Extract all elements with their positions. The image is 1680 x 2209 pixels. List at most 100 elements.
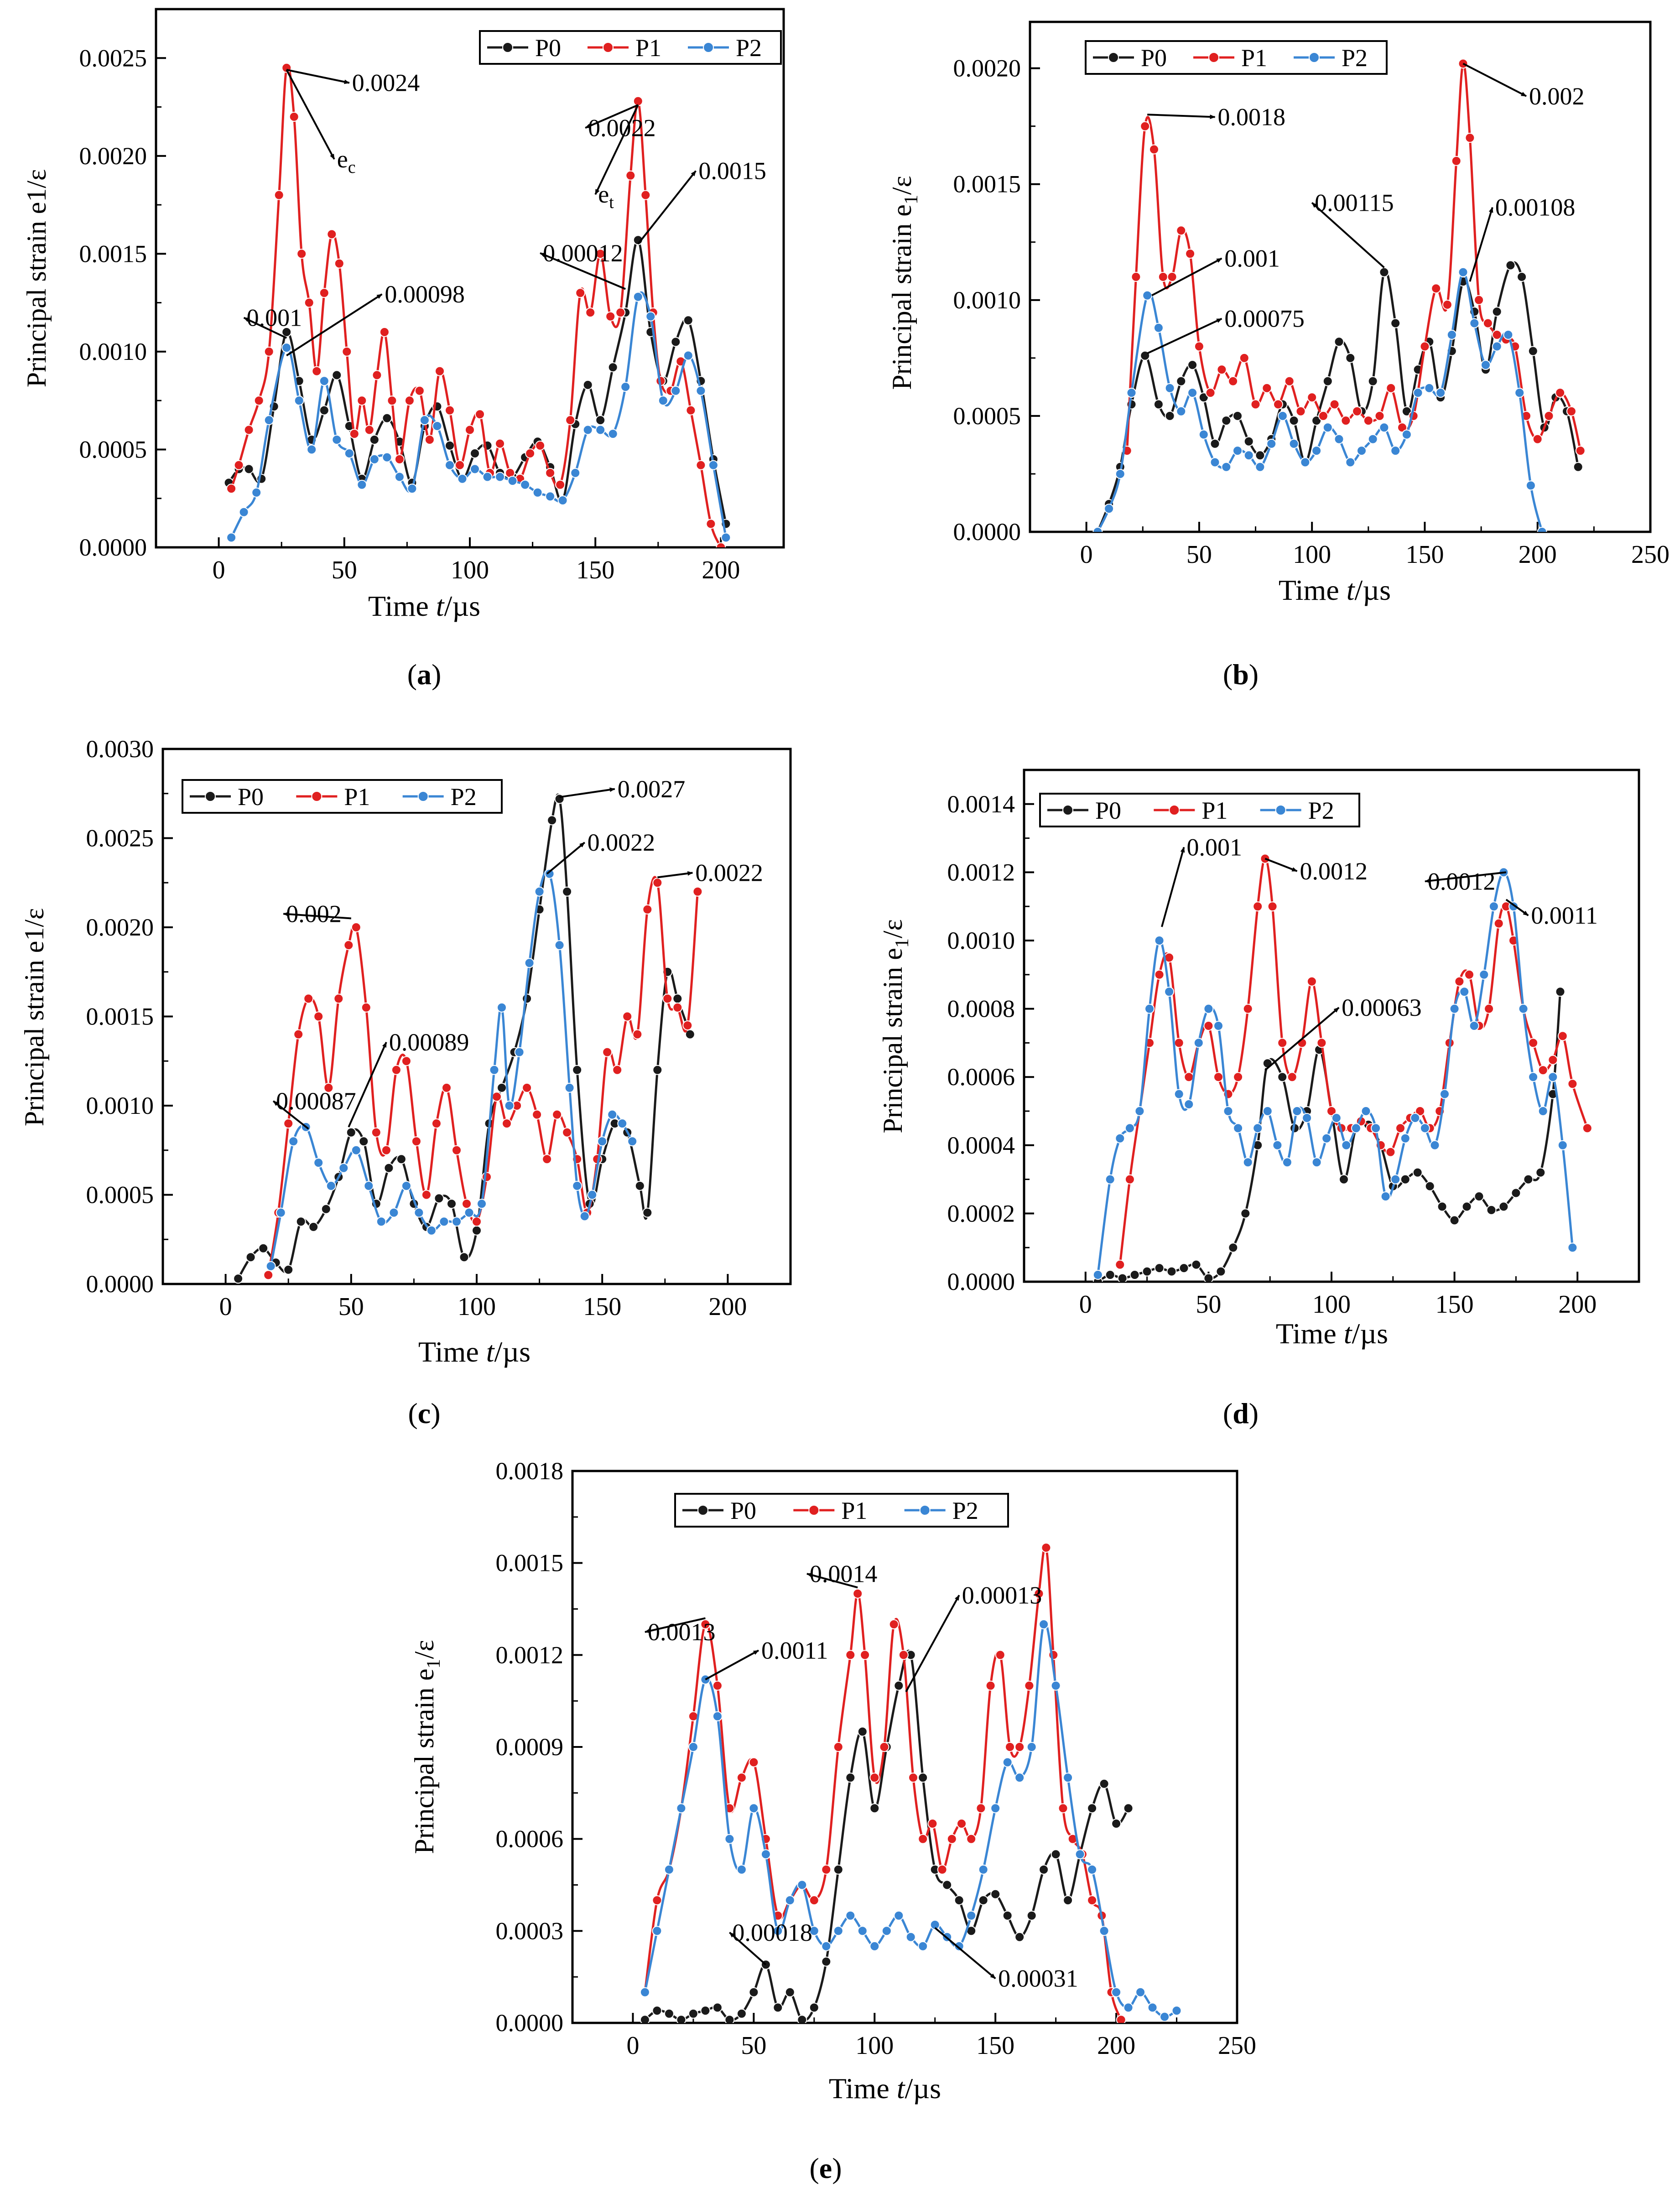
data-point [1153,399,1164,410]
data-point [326,1180,336,1191]
data-point [1179,1263,1189,1273]
annotation-label: ec [337,146,356,177]
data-point [1449,1215,1460,1226]
data-point [688,2008,698,2019]
data-point [1555,987,1566,997]
data-point [1379,267,1389,277]
legend: P0 P1 P2 [182,779,503,814]
data-point [797,1880,807,1890]
data-point [312,366,322,376]
data-point [1479,969,1489,980]
x-tick-label: 0 [626,2032,639,2060]
annotation-label: 0.00013 [962,1581,1042,1609]
data-point [1518,1003,1529,1014]
data-point [1262,383,1272,393]
data-point [640,190,651,200]
annotation-arrow [637,170,697,245]
data-point [1039,1619,1049,1630]
data-point [1469,1021,1479,1031]
annotation-label: et [598,181,614,212]
data-point [293,1029,304,1040]
data-point [1525,480,1536,491]
data-point [990,1803,1001,1814]
data-point [1380,1191,1391,1201]
data-point [1437,1201,1447,1212]
data-point [1205,388,1216,398]
data-point [1115,1259,1125,1270]
annotation-label: 0.00089 [389,1029,469,1056]
data-point [1386,383,1396,393]
data-point [1135,1987,1146,1997]
data-point [1548,1072,1558,1082]
data-point [1575,446,1586,456]
data-point [1492,330,1502,340]
data-point [985,1680,996,1691]
data-point [978,1864,988,1875]
data-point [289,112,299,122]
data-point [572,1180,583,1191]
data-point [736,1864,747,1875]
data-point [1374,411,1385,421]
data-point [1454,976,1465,987]
annotation-label: 0.0012 [1300,858,1368,885]
annotation-label: 0.00098 [385,281,465,308]
annotation-label: 0.0022 [695,859,763,887]
legend-marker [1062,805,1073,816]
annotation-arrow [286,69,350,84]
data-point [700,1619,711,1630]
data-point [507,476,518,486]
data-point [495,438,505,449]
data-point [264,346,274,357]
data-point [1302,1113,1312,1123]
data-point [905,1932,916,1942]
data-point [369,435,380,445]
data-point [1425,1181,1435,1191]
data-point [597,1136,608,1147]
data-point [391,1065,401,1075]
annotation-arrow [806,1573,858,1589]
data-point [1517,272,1527,282]
data-point [283,1264,294,1275]
data-point [749,1987,759,1997]
data-point [1451,156,1462,166]
data-point [1311,446,1322,456]
data-point [1528,1072,1539,1082]
series-line [1097,261,1580,532]
data-point [319,376,329,386]
data-point [1176,376,1186,386]
data-point [696,460,706,470]
data-point [472,1216,482,1227]
data-point [1233,411,1243,421]
data-point [1498,1201,1509,1212]
annotation-arrow [705,1649,759,1680]
data-point [264,415,274,426]
data-point [1160,2011,1170,2022]
annotation-arrow [286,69,335,160]
data-point [389,1207,399,1218]
data-point [332,435,342,445]
data-point [359,1136,369,1147]
data-point [525,448,536,458]
data-point [497,1082,507,1093]
annotation-arrow [559,787,615,798]
data-point [338,1163,349,1173]
data-point [716,542,726,547]
data-point [615,307,626,318]
data-point [1415,1106,1425,1116]
annotation: 0.002 [1462,62,1585,110]
data-point [1322,376,1333,386]
annotation: 0.0022 [657,859,763,887]
data-point [1092,527,1103,532]
legend-marker [1169,805,1180,816]
data-point [712,2002,723,2013]
annotation-arrow [594,104,639,195]
data-point [1505,260,1516,270]
data-point [908,1772,918,1783]
data-point [1243,1157,1253,1168]
data-point [1322,422,1333,433]
annotation-arrow [243,317,287,339]
legend-marker [417,791,429,802]
data-point [371,1127,381,1138]
data-point [1233,1123,1243,1133]
